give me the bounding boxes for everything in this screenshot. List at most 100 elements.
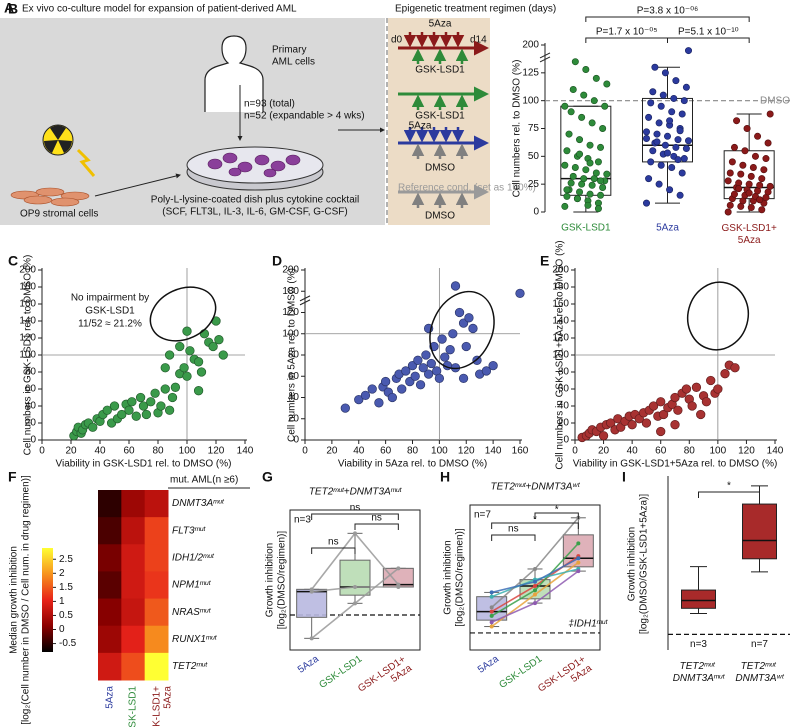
patient-point [353, 585, 357, 589]
data-point [175, 341, 185, 352]
heatmap-cell [144, 490, 169, 518]
y-tick-label: 20 [25, 418, 37, 429]
data-point [642, 128, 650, 136]
y-tick-label: 100 [522, 95, 539, 106]
data-point [464, 313, 474, 323]
plot-frame [469, 504, 601, 651]
data-point [739, 161, 747, 169]
patient-point [576, 560, 581, 565]
patient-point [533, 579, 537, 584]
y-tick-label: 80 [25, 367, 37, 378]
x-tick-label: 80 [684, 446, 696, 457]
data-point [661, 141, 669, 149]
data-point [684, 137, 692, 145]
patient-point [489, 594, 494, 599]
patient-point [576, 569, 581, 574]
box [296, 588, 328, 618]
data-point [580, 175, 588, 183]
y-tick-label: 0 [30, 435, 36, 446]
panel-label: E [540, 253, 549, 269]
data-point [745, 180, 753, 188]
data-point [668, 163, 676, 171]
x-tick-label: 60 [380, 446, 392, 457]
panel-label: B [8, 1, 18, 17]
data-point [573, 195, 581, 203]
box [681, 589, 716, 609]
data-point [696, 409, 706, 420]
data-point [747, 204, 755, 212]
data-point [649, 147, 657, 155]
data-point [642, 199, 650, 207]
heatmap-cell [98, 490, 122, 518]
data-point [437, 334, 447, 344]
data-point [670, 392, 680, 403]
y-tick-label: 180 [282, 286, 299, 297]
data-point [445, 345, 455, 355]
data-point [713, 384, 723, 394]
patient-point [489, 590, 494, 595]
data-point [182, 326, 192, 336]
data-point [666, 117, 674, 125]
y-tick-label: 75 [528, 123, 540, 134]
y-axis-label: Cell numbers in GSK-LSD1 rel. to DMSO (%… [23, 255, 34, 456]
data-point [481, 366, 492, 376]
regimen-label: GSK-LSD1 [415, 111, 465, 122]
data-point [762, 155, 770, 163]
data-point [603, 80, 611, 88]
data-point [656, 397, 666, 407]
axis-break [299, 295, 311, 306]
data-point [569, 172, 577, 180]
box [723, 150, 775, 200]
significance: * [555, 505, 559, 516]
y-tick-label: 100 [552, 350, 569, 361]
data-point [563, 192, 571, 200]
data-point [733, 117, 741, 125]
bracket [585, 37, 668, 43]
data-point [584, 201, 592, 209]
data-point [599, 184, 607, 192]
panel-label: G [262, 469, 273, 485]
cells-label: Primary [272, 45, 306, 56]
data-point [701, 397, 712, 407]
data-point [641, 418, 652, 428]
patient-point [533, 584, 537, 589]
data-point [754, 132, 762, 140]
bracket [585, 16, 750, 22]
y-axis-label: Cell numbers in 5Aza rel. to DMSO (%) [287, 268, 298, 442]
data-point [380, 376, 391, 387]
y-axis-label: Cell numbers rel. to DMSO (%) [512, 60, 523, 198]
data-point [410, 371, 420, 381]
bracket [354, 523, 399, 530]
data-point [141, 409, 152, 420]
data-point [374, 398, 384, 408]
data-point [586, 141, 594, 149]
data-point [597, 143, 605, 151]
data-point [766, 182, 774, 190]
data-point [653, 130, 661, 138]
data-point [590, 97, 598, 105]
data-point [726, 169, 734, 177]
data-point [682, 145, 690, 153]
data-point [670, 94, 678, 102]
data-point [565, 130, 573, 138]
bracket [311, 547, 356, 554]
data-point [749, 163, 757, 171]
x-tick-label: 120 [208, 446, 225, 457]
data-point [582, 65, 590, 73]
y-tick-label: 125 [522, 67, 539, 78]
reference-label: DMSO [760, 95, 790, 106]
data-point [193, 357, 204, 367]
row-label: NRASᵐᵘᵗ [172, 607, 211, 618]
column-label: GSK-LSD1 [128, 686, 139, 727]
data-point [657, 161, 665, 169]
data-point [170, 382, 181, 392]
data-point [561, 202, 569, 210]
colorbar-tick-label: 2 [59, 568, 65, 579]
x-tick-label: 40 [94, 446, 106, 457]
x-tick-label: 5Aza [296, 653, 321, 675]
y-tick-label: 180 [552, 282, 569, 293]
y-tick-label: 25 [528, 179, 540, 190]
data-point [367, 384, 377, 394]
data-point [657, 102, 665, 110]
y-tick-label: 50 [528, 151, 540, 162]
